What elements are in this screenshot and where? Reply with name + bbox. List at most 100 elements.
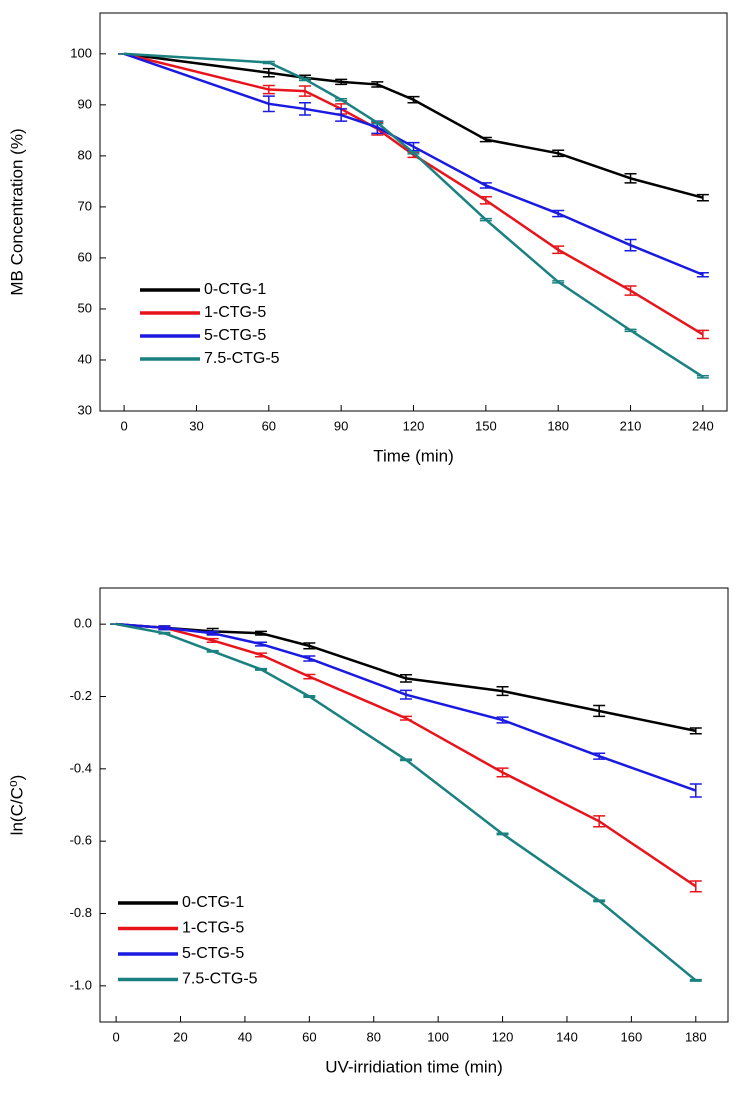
y-tick-label: -0.4 <box>70 760 92 775</box>
x-tick-label: 60 <box>302 1029 316 1044</box>
series-line <box>116 622 697 888</box>
series-line <box>116 622 697 792</box>
x-axis-label: UV-irridiation time (min) <box>325 1057 503 1076</box>
y-tick-label: 90 <box>78 96 92 111</box>
error-bar <box>335 108 348 122</box>
error-bar <box>689 978 702 982</box>
plot-frame <box>99 12 728 412</box>
error-bar <box>298 102 311 116</box>
legend-label: 7.5-CTG-5 <box>182 971 258 988</box>
error-bar <box>624 172 637 184</box>
error-bar <box>552 209 565 218</box>
x-tick-label: 120 <box>403 418 425 433</box>
error-bar <box>624 238 637 252</box>
error-bar <box>407 151 420 155</box>
y-axis-label: ln(C/C⁰) <box>7 775 26 836</box>
y-tick-label: -1.0 <box>70 977 92 992</box>
error-bar <box>206 649 219 653</box>
error-bar <box>399 689 412 700</box>
series-line <box>123 52 704 336</box>
x-tick-label: 180 <box>547 418 569 433</box>
error-bar <box>696 329 709 340</box>
x-tick-label: 240 <box>692 418 714 433</box>
error-bar <box>479 195 492 205</box>
series-line <box>124 52 704 378</box>
y-tick-label: -0.2 <box>70 688 92 703</box>
series-line <box>123 52 704 199</box>
error-bar <box>399 715 412 721</box>
error-bar <box>298 85 311 97</box>
y-tick-label: 30 <box>78 402 92 417</box>
y-tick-label: -0.8 <box>70 905 92 920</box>
legend-label: 5-CTG-5 <box>204 327 266 344</box>
error-bar <box>399 674 412 683</box>
y-tick-label: 40 <box>78 351 92 366</box>
error-bar <box>496 716 509 724</box>
error-bar <box>262 60 275 65</box>
error-bar <box>255 652 268 658</box>
error-bar <box>371 81 384 88</box>
error-bar <box>303 673 316 680</box>
y-tick-label: 0.0 <box>74 616 92 631</box>
legend-label: 5-CTG-5 <box>182 945 244 962</box>
error-bar <box>206 637 219 643</box>
error-bar <box>593 704 606 718</box>
error-bar <box>255 641 268 647</box>
error-bar <box>298 77 311 82</box>
error-bar <box>696 375 709 379</box>
x-tick-label: 20 <box>173 1029 187 1044</box>
error-bar <box>689 783 702 798</box>
error-bar <box>262 67 275 78</box>
series-line <box>123 52 704 276</box>
error-bar <box>407 95 420 104</box>
error-bar <box>624 285 637 296</box>
error-bar <box>371 120 384 125</box>
error-bar <box>303 655 316 662</box>
error-bar <box>303 642 316 650</box>
y-tick-label: 70 <box>78 198 92 213</box>
x-tick-label: 180 <box>685 1029 707 1044</box>
error-bar <box>335 78 348 86</box>
legend-label: 0-CTG-1 <box>204 281 266 298</box>
error-bar <box>335 97 348 102</box>
error-bar <box>552 280 565 284</box>
plot-frame <box>99 587 729 1023</box>
y-tick-label: -0.6 <box>70 833 92 848</box>
x-tick-label: 60 <box>262 418 276 433</box>
x-tick-label: 210 <box>620 418 642 433</box>
error-bar <box>689 880 702 893</box>
x-tick-label: 40 <box>238 1029 252 1044</box>
error-bar <box>696 271 709 278</box>
error-bar <box>593 752 606 760</box>
legend-label: 0-CTG-1 <box>182 894 244 911</box>
error-bar <box>479 182 492 189</box>
error-bar <box>158 625 171 631</box>
y-tick-label: 80 <box>78 147 92 162</box>
error-bar <box>206 630 219 636</box>
x-tick-label: 120 <box>492 1029 514 1044</box>
error-bar <box>262 95 275 113</box>
x-tick-label: 80 <box>367 1029 381 1044</box>
error-bar <box>262 84 275 95</box>
y-tick-label: 50 <box>78 300 92 315</box>
y-axis-label: MB Concentration (%) <box>7 128 26 295</box>
x-tick-label: 0 <box>112 1029 119 1044</box>
x-tick-label: 100 <box>427 1029 449 1044</box>
error-bar <box>303 695 316 698</box>
error-bar <box>593 815 606 828</box>
x-tick-label: 90 <box>334 418 348 433</box>
legend-label: 1-CTG-5 <box>182 920 244 937</box>
error-bar <box>689 727 702 735</box>
error-bar <box>479 136 492 143</box>
error-bar <box>552 149 565 158</box>
error-bar <box>496 767 509 778</box>
error-bar <box>255 630 268 636</box>
y-tick-label: 100 <box>70 45 92 60</box>
error-bar <box>496 685 509 697</box>
x-tick-label: 160 <box>621 1029 643 1044</box>
legend-label: 7.5-CTG-5 <box>204 350 280 367</box>
x-tick-label: 30 <box>189 418 203 433</box>
error-bar <box>399 758 412 762</box>
x-tick-label: 0 <box>120 418 127 433</box>
